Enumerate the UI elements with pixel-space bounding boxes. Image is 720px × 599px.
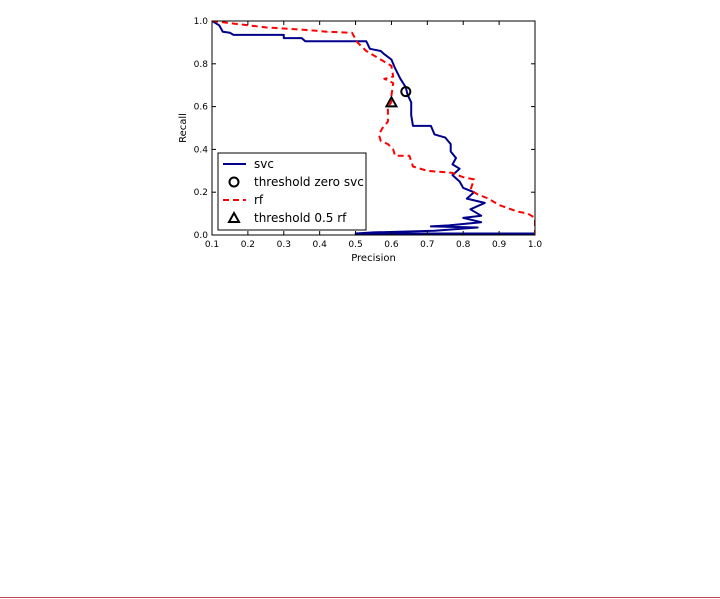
y-tick-label: 0.0	[194, 231, 209, 241]
x-tick-label: 0.2	[241, 240, 255, 250]
y-tick-label: 1.0	[194, 17, 209, 27]
legend-marker-threshold-0.5-rf	[227, 210, 241, 223]
x-tick-label: 1.0	[528, 240, 543, 250]
legend-label: threshold 0.5 rf	[254, 211, 347, 225]
y-axis-title: Recall	[178, 113, 189, 143]
legend-label: rf	[254, 193, 264, 207]
series-line-rf	[212, 21, 535, 235]
x-tick-label: 0.9	[492, 240, 507, 250]
legend: svc threshold zero svc rf threshold 0.5 rf	[217, 152, 367, 231]
x-tick-label: 0.1	[205, 240, 219, 250]
legend-label: svc	[254, 157, 274, 171]
series-line-svc	[212, 21, 535, 235]
y-tick-label: 0.4	[194, 145, 209, 155]
y-tick-label: 0.2	[194, 188, 208, 198]
x-tick-label: 0.5	[348, 240, 362, 250]
legend-marker-threshold-zero-svc	[228, 176, 240, 188]
x-tick-label: 0.6	[384, 240, 399, 250]
y-tick-label: 0.8	[194, 60, 209, 70]
marker-threshold-zero-svc	[400, 86, 412, 98]
marker-threshold-0.5-rf	[384, 95, 399, 108]
y-tick-label: 0.6	[194, 103, 209, 113]
plot-frame	[211, 20, 536, 236]
x-tick-label: 0.3	[277, 240, 291, 250]
legend-label: threshold zero svc	[254, 175, 364, 189]
x-axis-title: Precision	[351, 253, 396, 264]
plot-area	[211, 20, 536, 236]
x-tick-label: 0.7	[420, 240, 434, 250]
legend-box	[217, 152, 367, 231]
bottom-divider	[0, 597, 720, 598]
axis-ticks: 0.1 0.2 0.3 0.4 0.5 0.6 0.7 0.8 0.9 1.0 0.0 0.2 0.4 0…	[194, 17, 543, 250]
x-tick-label: 0.8	[456, 240, 471, 250]
x-tick-label: 0.4	[313, 240, 328, 250]
